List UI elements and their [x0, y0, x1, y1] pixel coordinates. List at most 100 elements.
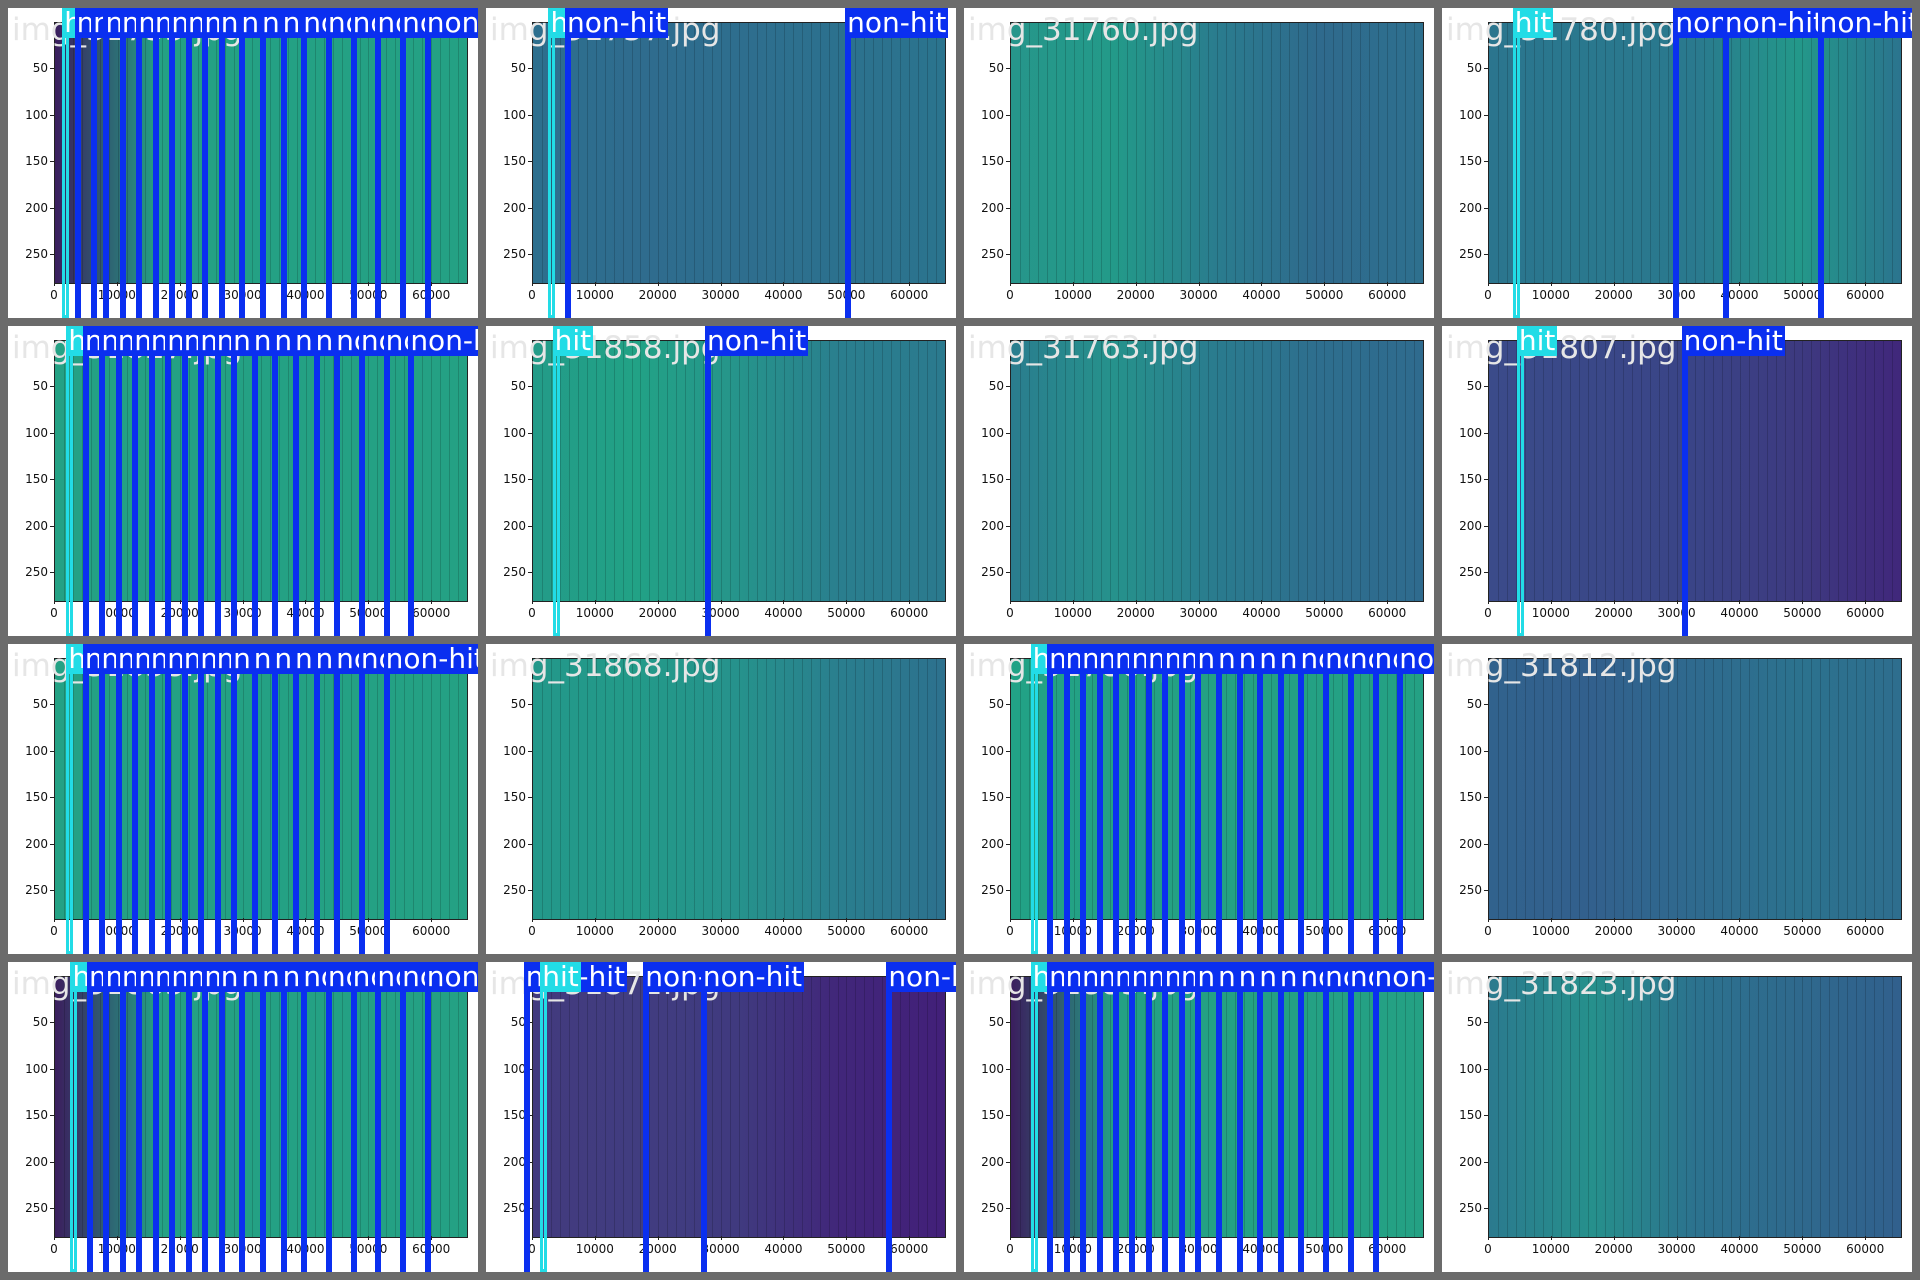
- non-hit-detection-box[interactable]: [148, 326, 155, 636]
- non-hit-detection-box[interactable]: [181, 644, 188, 954]
- non-hit-detection-box[interactable]: [91, 8, 98, 318]
- non-hit-detection-box[interactable]: [1236, 962, 1243, 1272]
- non-hit-detection-box[interactable]: [132, 326, 139, 636]
- non-hit-detection-box[interactable]: [169, 962, 176, 1272]
- image-tile[interactable]: 0 10000 20000 30000 40000 50000 60000 50 100 150 2…: [8, 962, 478, 1272]
- non-hit-detection-box[interactable]: [383, 326, 390, 636]
- non-hit-detection-box[interactable]: [181, 326, 188, 636]
- non-hit-detection-box[interactable]: [132, 644, 139, 954]
- non-hit-detection-box[interactable]: [1129, 962, 1136, 1272]
- non-hit-detection-box[interactable]: [643, 962, 650, 1272]
- image-tile[interactable]: 0 10000 20000 30000 40000 50000 60000 50 100 150 2…: [8, 644, 478, 954]
- non-hit-detection-box[interactable]: [82, 326, 89, 636]
- non-hit-detection-box[interactable]: [231, 326, 238, 636]
- non-hit-detection-box[interactable]: [136, 8, 143, 318]
- image-tile[interactable]: 0 10000 20000 30000 40000 50000 60000 50 100 150 2…: [964, 8, 1434, 318]
- non-hit-detection-box[interactable]: [260, 8, 266, 318]
- non-hit-detection-box[interactable]: [1113, 962, 1119, 1272]
- image-tile[interactable]: 0 10000 20000 30000 40000 50000 60000 50 100 150 2…: [1442, 644, 1912, 954]
- non-hit-detection-box[interactable]: [400, 962, 407, 1272]
- non-hit-detection-box[interactable]: [1145, 644, 1152, 954]
- non-hit-detection-box[interactable]: [103, 8, 110, 318]
- image-tile[interactable]: 0 10000 20000 30000 40000 50000 60000 50 100 150 2…: [486, 326, 956, 636]
- non-hit-detection-box[interactable]: [1096, 962, 1103, 1272]
- non-hit-detection-box[interactable]: [700, 962, 707, 1272]
- hit-detection-box[interactable]: [1030, 962, 1038, 1272]
- image-tile[interactable]: 0 10000 20000 30000 40000 50000 60000 50 100 150 2…: [8, 326, 478, 636]
- non-hit-detection-box[interactable]: [1096, 644, 1103, 954]
- non-hit-detection-box[interactable]: [165, 326, 172, 636]
- non-hit-detection-box[interactable]: [313, 326, 320, 636]
- non-hit-detection-box[interactable]: [272, 326, 279, 636]
- non-hit-detection-box[interactable]: [115, 644, 122, 954]
- non-hit-detection-box[interactable]: [119, 962, 126, 1272]
- hit-detection-box[interactable]: [548, 8, 556, 318]
- non-hit-detection-box[interactable]: [1722, 8, 1729, 318]
- non-hit-detection-box[interactable]: [1063, 644, 1070, 954]
- image-tile[interactable]: 0 10000 20000 30000 40000 50000 60000 50 100 150 2…: [964, 326, 1434, 636]
- non-hit-detection-box[interactable]: [1113, 644, 1119, 954]
- non-hit-detection-box[interactable]: [334, 644, 341, 954]
- non-hit-detection-box[interactable]: [1216, 962, 1222, 1272]
- non-hit-detection-box[interactable]: [214, 644, 221, 954]
- non-hit-detection-box[interactable]: [214, 326, 221, 636]
- non-hit-detection-box[interactable]: [358, 326, 365, 636]
- non-hit-detection-box[interactable]: [1257, 644, 1264, 954]
- non-hit-detection-box[interactable]: [350, 8, 357, 318]
- non-hit-detection-box[interactable]: [705, 326, 712, 636]
- non-hit-detection-box[interactable]: [383, 644, 390, 954]
- non-hit-detection-box[interactable]: [1047, 644, 1054, 954]
- non-hit-detection-box[interactable]: [148, 644, 155, 954]
- non-hit-detection-box[interactable]: [886, 962, 893, 1272]
- non-hit-detection-box[interactable]: [325, 962, 332, 1272]
- hit-detection-box[interactable]: [62, 8, 70, 318]
- image-tile[interactable]: 0 10000 20000 30000 40000 50000 60000 50 100 150 2…: [486, 644, 956, 954]
- non-hit-detection-box[interactable]: [1047, 962, 1054, 1272]
- non-hit-detection-box[interactable]: [1080, 962, 1087, 1272]
- non-hit-detection-box[interactable]: [115, 326, 122, 636]
- non-hit-detection-box[interactable]: [408, 326, 415, 636]
- non-hit-detection-box[interactable]: [1298, 962, 1305, 1272]
- non-hit-detection-box[interactable]: [202, 962, 209, 1272]
- non-hit-detection-box[interactable]: [99, 644, 106, 954]
- non-hit-detection-box[interactable]: [136, 962, 143, 1272]
- hit-detection-box[interactable]: [1030, 644, 1038, 954]
- non-hit-detection-box[interactable]: [358, 644, 365, 954]
- image-tile[interactable]: 0 10000 20000 30000 40000 50000 60000 50 100 150 2…: [1442, 8, 1912, 318]
- non-hit-detection-box[interactable]: [292, 644, 299, 954]
- image-tile[interactable]: 0 10000 20000 30000 40000 50000 60000 50 100 150 2…: [1442, 326, 1912, 636]
- non-hit-detection-box[interactable]: [231, 644, 238, 954]
- non-hit-detection-box[interactable]: [198, 644, 205, 954]
- non-hit-detection-box[interactable]: [325, 8, 332, 318]
- image-tile[interactable]: 0 10000 20000 30000 40000 50000 60000 50 100 150 2…: [1442, 962, 1912, 1272]
- non-hit-detection-box[interactable]: [301, 8, 308, 318]
- image-tile[interactable]: 0 10000 20000 30000 40000 50000 60000 50 100 150 2…: [964, 962, 1434, 1272]
- non-hit-detection-box[interactable]: [424, 8, 431, 318]
- non-hit-detection-box[interactable]: [82, 644, 89, 954]
- non-hit-detection-box[interactable]: [86, 962, 93, 1272]
- non-hit-detection-box[interactable]: [272, 644, 279, 954]
- non-hit-detection-box[interactable]: [1372, 962, 1379, 1272]
- non-hit-detection-box[interactable]: [119, 8, 126, 318]
- non-hit-detection-box[interactable]: [1372, 644, 1379, 954]
- non-hit-detection-box[interactable]: [845, 8, 852, 318]
- non-hit-detection-box[interactable]: [1080, 644, 1087, 954]
- hit-detection-box[interactable]: [552, 326, 560, 636]
- non-hit-detection-box[interactable]: [523, 962, 530, 1272]
- non-hit-detection-box[interactable]: [280, 8, 287, 318]
- non-hit-detection-box[interactable]: [74, 8, 81, 318]
- non-hit-detection-box[interactable]: [1145, 962, 1152, 1272]
- non-hit-detection-box[interactable]: [1162, 644, 1169, 954]
- non-hit-detection-box[interactable]: [334, 326, 341, 636]
- non-hit-detection-box[interactable]: [375, 8, 382, 318]
- non-hit-detection-box[interactable]: [260, 962, 266, 1272]
- non-hit-detection-box[interactable]: [103, 962, 110, 1272]
- non-hit-detection-box[interactable]: [185, 8, 192, 318]
- non-hit-detection-box[interactable]: [313, 644, 320, 954]
- non-hit-detection-box[interactable]: [1257, 962, 1264, 1272]
- image-tile[interactable]: 0 10000 20000 30000 40000 50000 60000 50 100 150 2…: [486, 8, 956, 318]
- hit-detection-box[interactable]: [1512, 8, 1520, 318]
- non-hit-detection-box[interactable]: [152, 962, 159, 1272]
- image-tile[interactable]: 0 10000 20000 30000 40000 50000 60000 50 100 150 2…: [486, 962, 956, 1272]
- hit-detection-box[interactable]: [540, 962, 548, 1272]
